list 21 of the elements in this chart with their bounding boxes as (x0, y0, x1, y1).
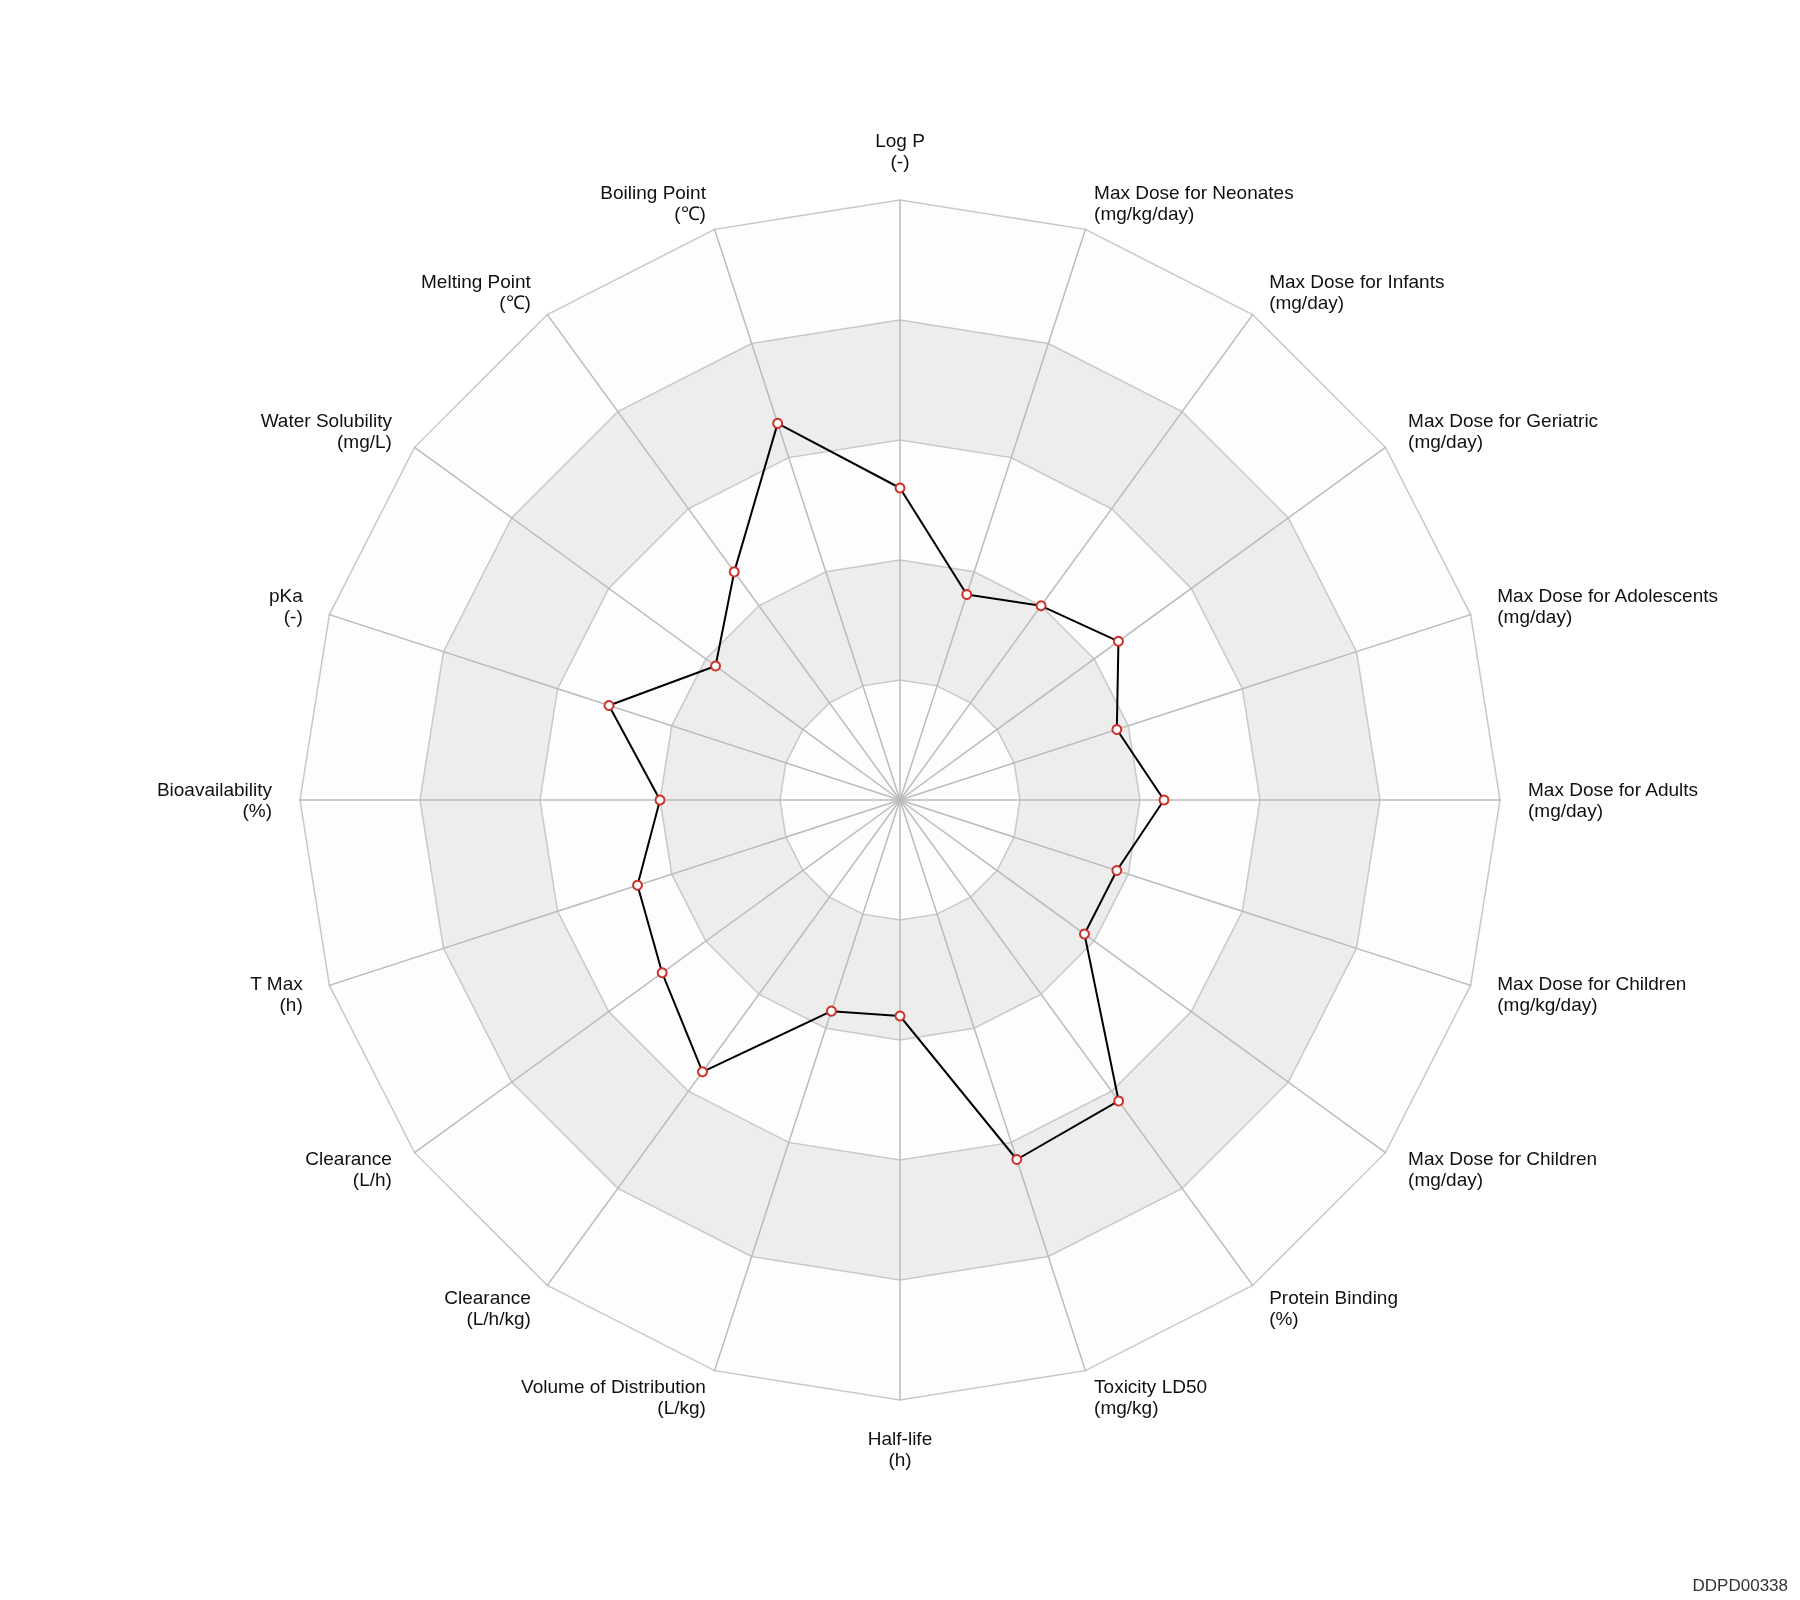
spoke-label: T Max (h) (250, 973, 304, 1016)
spoke-label: Melting Point (℃) (421, 270, 532, 313)
spoke-label: Max Dose for Infants (mg/day) (1269, 270, 1445, 313)
spoke-label: Protein Binding (%) (1269, 1287, 1398, 1330)
spoke-label: Max Dose for Adults (mg/day) (1528, 779, 1699, 821)
spoke-label: Toxicity LD50 (mg/kg) (1094, 1376, 1208, 1419)
spoke-label: pKa (-) (268, 584, 304, 627)
spoke-label: Bioavailability (%) (156, 779, 273, 821)
spoke-label: Volume of Distribution (L/kg) (521, 1376, 706, 1419)
spoke-label: Water Solubility (mg/L) (260, 409, 393, 452)
spoke-label: Half-life (h) (867, 1428, 933, 1470)
spoke-label: Log P (-) (875, 130, 925, 172)
spoke-label: Boiling Point (℃) (600, 181, 707, 224)
spoke-label: Max Dose for Children (mg/kg/day) (1497, 973, 1687, 1016)
spoke-label: Max Dose for Neonates (mg/kg/day) (1094, 181, 1294, 224)
spoke-label: Clearance (L/h) (305, 1148, 392, 1191)
text: DDPD00338 (1692, 1576, 1789, 1595)
spoke-label: Clearance (L/h/kg) (444, 1287, 531, 1330)
spoke-label: Max Dose for Children (mg/day) (1408, 1148, 1598, 1191)
spoke-label: Max Dose for Geriatric (mg/day) (1408, 409, 1599, 452)
spoke-label: Max Dose for Adolescents (mg/day) (1497, 584, 1718, 627)
